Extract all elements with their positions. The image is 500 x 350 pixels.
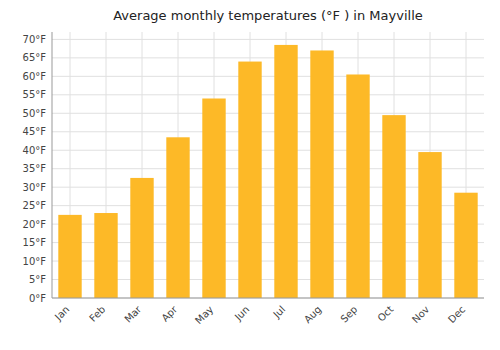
- bar: [418, 152, 441, 298]
- x-tick-label: Apr: [159, 303, 180, 324]
- y-axis-line: [52, 32, 53, 298]
- y-tick-label: 25°F: [23, 200, 47, 211]
- bar: [238, 62, 261, 298]
- bar: [346, 74, 369, 298]
- chart-container: Average monthly temperatures (°F ) in Ma…: [0, 0, 500, 350]
- y-grid-line: [52, 150, 484, 151]
- x-tick-label: Oct: [375, 304, 395, 324]
- y-grid-line: [52, 94, 484, 95]
- y-tick-label: 50°F: [23, 108, 47, 119]
- x-tick-label: Sep: [338, 304, 359, 325]
- y-tick-label: 0°F: [29, 293, 46, 304]
- title: Average monthly temperatures (°F ) in Ma…: [113, 8, 423, 23]
- y-tick-label: 35°F: [23, 163, 47, 174]
- y-tick-label: 15°F: [23, 237, 47, 248]
- y-grid-line: [52, 131, 484, 132]
- y-tick-label: 5°F: [29, 274, 46, 285]
- y-tick-label: 20°F: [23, 219, 47, 230]
- x-axis-line: [52, 298, 484, 299]
- x-tick-label: Jul: [270, 304, 287, 321]
- x-tick-label: Feb: [87, 304, 107, 324]
- bar: [310, 50, 333, 298]
- y-tick-label: 55°F: [23, 89, 47, 100]
- x-tick-label: Jun: [232, 304, 252, 324]
- x-tick-label: Jan: [52, 304, 71, 323]
- bar: [454, 193, 477, 298]
- y-grid-line: [52, 298, 484, 299]
- y-grid-line: [52, 39, 484, 40]
- x-tick-label: Aug: [302, 304, 324, 326]
- y-tick-label: 10°F: [23, 256, 47, 267]
- bars: [58, 45, 477, 298]
- y-tick-label: 30°F: [23, 182, 47, 193]
- grid: [52, 32, 484, 298]
- y-tick-label: 45°F: [23, 126, 47, 137]
- bar: [130, 178, 153, 298]
- y-tick-label: 70°F: [23, 34, 47, 45]
- bar: [94, 213, 117, 298]
- bar: [202, 99, 225, 299]
- bar: [274, 45, 297, 298]
- y-tick-label: 60°F: [23, 71, 47, 82]
- y-tick-label: 40°F: [23, 145, 47, 156]
- y-grid-line: [52, 57, 484, 58]
- chart-svg: Average monthly temperatures (°F ) in Ma…: [0, 0, 500, 350]
- y-grid-line: [52, 113, 484, 114]
- x-tick-label: Mar: [122, 303, 144, 325]
- x-tick-label: Dec: [446, 304, 467, 325]
- bar: [58, 215, 81, 298]
- bar: [382, 115, 405, 298]
- bar: [166, 137, 189, 298]
- y-tick-label: 65°F: [23, 52, 47, 63]
- x-tick-label: Nov: [410, 304, 432, 326]
- x-tick-label: May: [193, 304, 215, 326]
- y-grid-line: [52, 76, 484, 77]
